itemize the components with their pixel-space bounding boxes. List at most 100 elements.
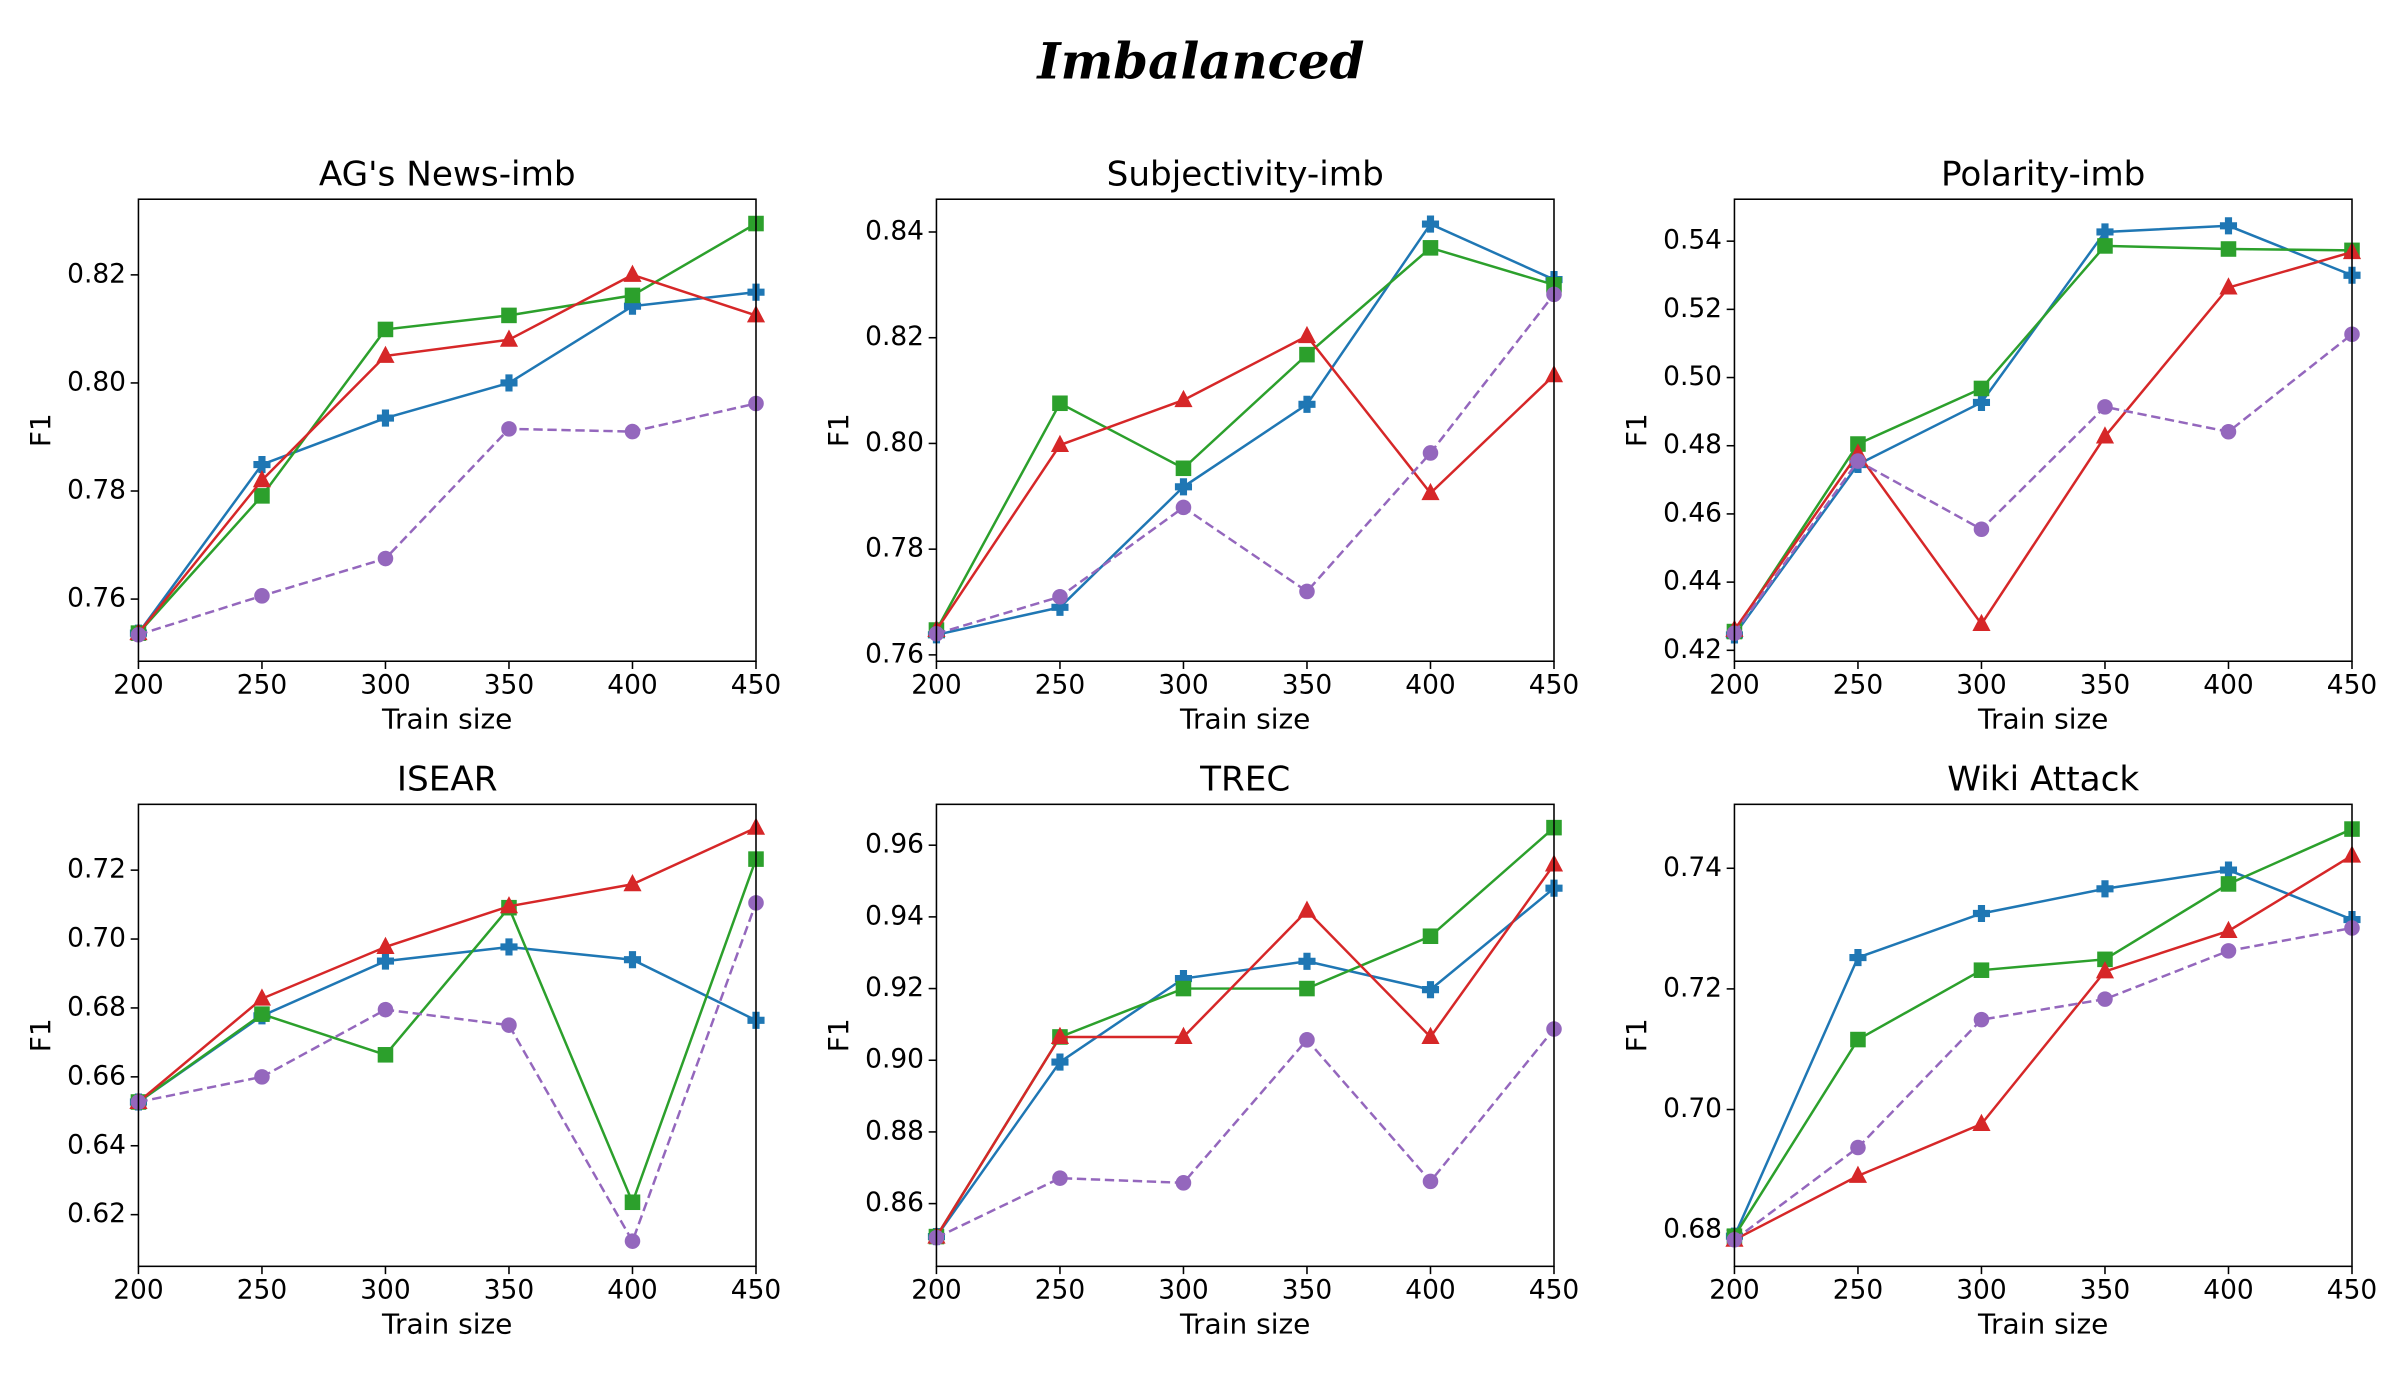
plot-frame	[137, 198, 757, 662]
y-tick-label: 0.70	[67, 923, 126, 954]
y-tick-label: 0.76	[67, 583, 126, 614]
marker	[1972, 1113, 1991, 1131]
plot-frame	[935, 803, 1555, 1268]
series-line	[1733, 827, 2353, 1237]
marker	[1422, 928, 1439, 945]
series-line	[137, 290, 757, 634]
marker	[1052, 588, 1068, 605]
marker	[500, 938, 518, 956]
x-axis-label: Train size	[1977, 702, 2108, 735]
marker	[1850, 1031, 1866, 1048]
y-tick-label: 0.44	[1663, 566, 1722, 597]
y-tick-label: 0.90	[865, 1044, 924, 1075]
panel-title: ISEAR	[397, 760, 498, 800]
x-tick-label: 250	[1833, 1275, 1883, 1306]
marker	[1175, 980, 1192, 997]
x-tick-label: 400	[2203, 670, 2253, 701]
x-tick-label: 200	[1709, 670, 1759, 701]
marker	[501, 1017, 517, 1033]
x-tick-label: 400	[1405, 670, 1455, 701]
x-axis-label: Train size	[381, 1307, 512, 1340]
marker	[253, 455, 271, 474]
marker	[499, 329, 519, 347]
panel-title: AG's News-imb	[319, 154, 576, 194]
y-tick-label: 0.72	[1663, 972, 1722, 1003]
series-line	[936, 293, 1555, 635]
y-tick-label: 0.70	[1663, 1093, 1722, 1124]
y-tick-label: 0.94	[865, 900, 924, 931]
marker	[1421, 215, 1440, 233]
marker	[1174, 478, 1193, 496]
y-tick-label: 0.80	[67, 366, 126, 397]
x-tick-label: 250	[1035, 670, 1085, 701]
x-tick-label: 250	[237, 1275, 287, 1306]
x-tick-label: 300	[360, 1275, 410, 1306]
panel: TREC Train size F1 200 250 300 350 400 450 0.86 0.…	[822, 760, 1579, 1341]
x-tick-label: 400	[2203, 1275, 2253, 1306]
marker	[1052, 395, 1068, 412]
marker	[500, 374, 518, 392]
marker	[1052, 1170, 1068, 1186]
series-line	[137, 858, 758, 1206]
marker	[1421, 981, 1440, 999]
marker	[499, 896, 519, 914]
series-line	[935, 826, 1555, 1238]
marker	[1972, 904, 1991, 923]
marker	[252, 469, 272, 488]
marker	[2219, 217, 2238, 235]
x-axis-label: Train size	[1179, 702, 1310, 735]
marker	[2220, 876, 2237, 892]
y-tick-label: 0.54	[1663, 225, 1722, 256]
marker	[2097, 238, 2113, 254]
marker	[1299, 980, 1315, 997]
x-tick-label: 200	[113, 670, 163, 701]
marker	[1299, 1032, 1315, 1048]
marker	[1973, 1011, 1990, 1028]
series-line	[1733, 926, 2353, 1241]
series-line	[1733, 854, 2353, 1241]
x-tick-label: 450	[2327, 670, 2377, 701]
marker	[1175, 499, 1192, 516]
marker	[254, 1069, 270, 1085]
marker	[624, 423, 641, 440]
marker	[2219, 920, 2238, 938]
y-tick-label: 0.62	[67, 1198, 126, 1229]
y-tick-label: 0.82	[67, 258, 126, 289]
series-line	[137, 826, 757, 1103]
figure-title: Imbalanced	[1035, 31, 1364, 90]
marker	[1973, 521, 1990, 538]
marker	[1848, 1165, 1868, 1183]
y-tick-label: 0.74	[1663, 852, 1722, 883]
y-tick-label: 0.48	[1663, 429, 1722, 460]
marker	[1422, 1173, 1439, 1190]
marker	[1298, 952, 1316, 970]
panel: Subjectivity-imb Train size F1 200 250 300 350…	[822, 154, 1579, 735]
marker	[2220, 423, 2237, 440]
marker	[2097, 991, 2113, 1007]
marker	[623, 874, 642, 892]
marker	[1972, 393, 1991, 411]
series-line	[935, 863, 1556, 1238]
y-tick-label: 0.82	[865, 321, 924, 352]
x-axis-label: Train size	[1179, 1307, 1310, 1340]
series-line	[935, 1028, 1555, 1239]
x-tick-label: 350	[2080, 1275, 2130, 1306]
x-tick-label: 300	[1158, 1275, 1208, 1306]
x-tick-label: 450	[1529, 1275, 1579, 1306]
y-tick-label: 0.76	[865, 638, 924, 669]
x-axis-label: Train size	[1977, 1307, 2108, 1340]
panel-title: Polarity-imb	[1941, 154, 2145, 194]
series-line	[935, 334, 1555, 631]
y-axis-label: F1	[1620, 413, 1653, 447]
y-axis-label: F1	[24, 1018, 57, 1052]
panel: Polarity-imb Train size F1 200 250 300 350 400 4…	[1620, 154, 2377, 735]
marker	[623, 297, 642, 315]
marker	[1174, 389, 1193, 408]
x-tick-label: 450	[731, 670, 781, 701]
marker	[377, 1001, 394, 1018]
marker	[252, 988, 272, 1006]
series-line	[936, 222, 1555, 637]
x-tick-label: 350	[484, 1275, 534, 1306]
x-tick-label: 300	[1956, 1275, 2006, 1306]
x-tick-label: 200	[1709, 1275, 1759, 1306]
